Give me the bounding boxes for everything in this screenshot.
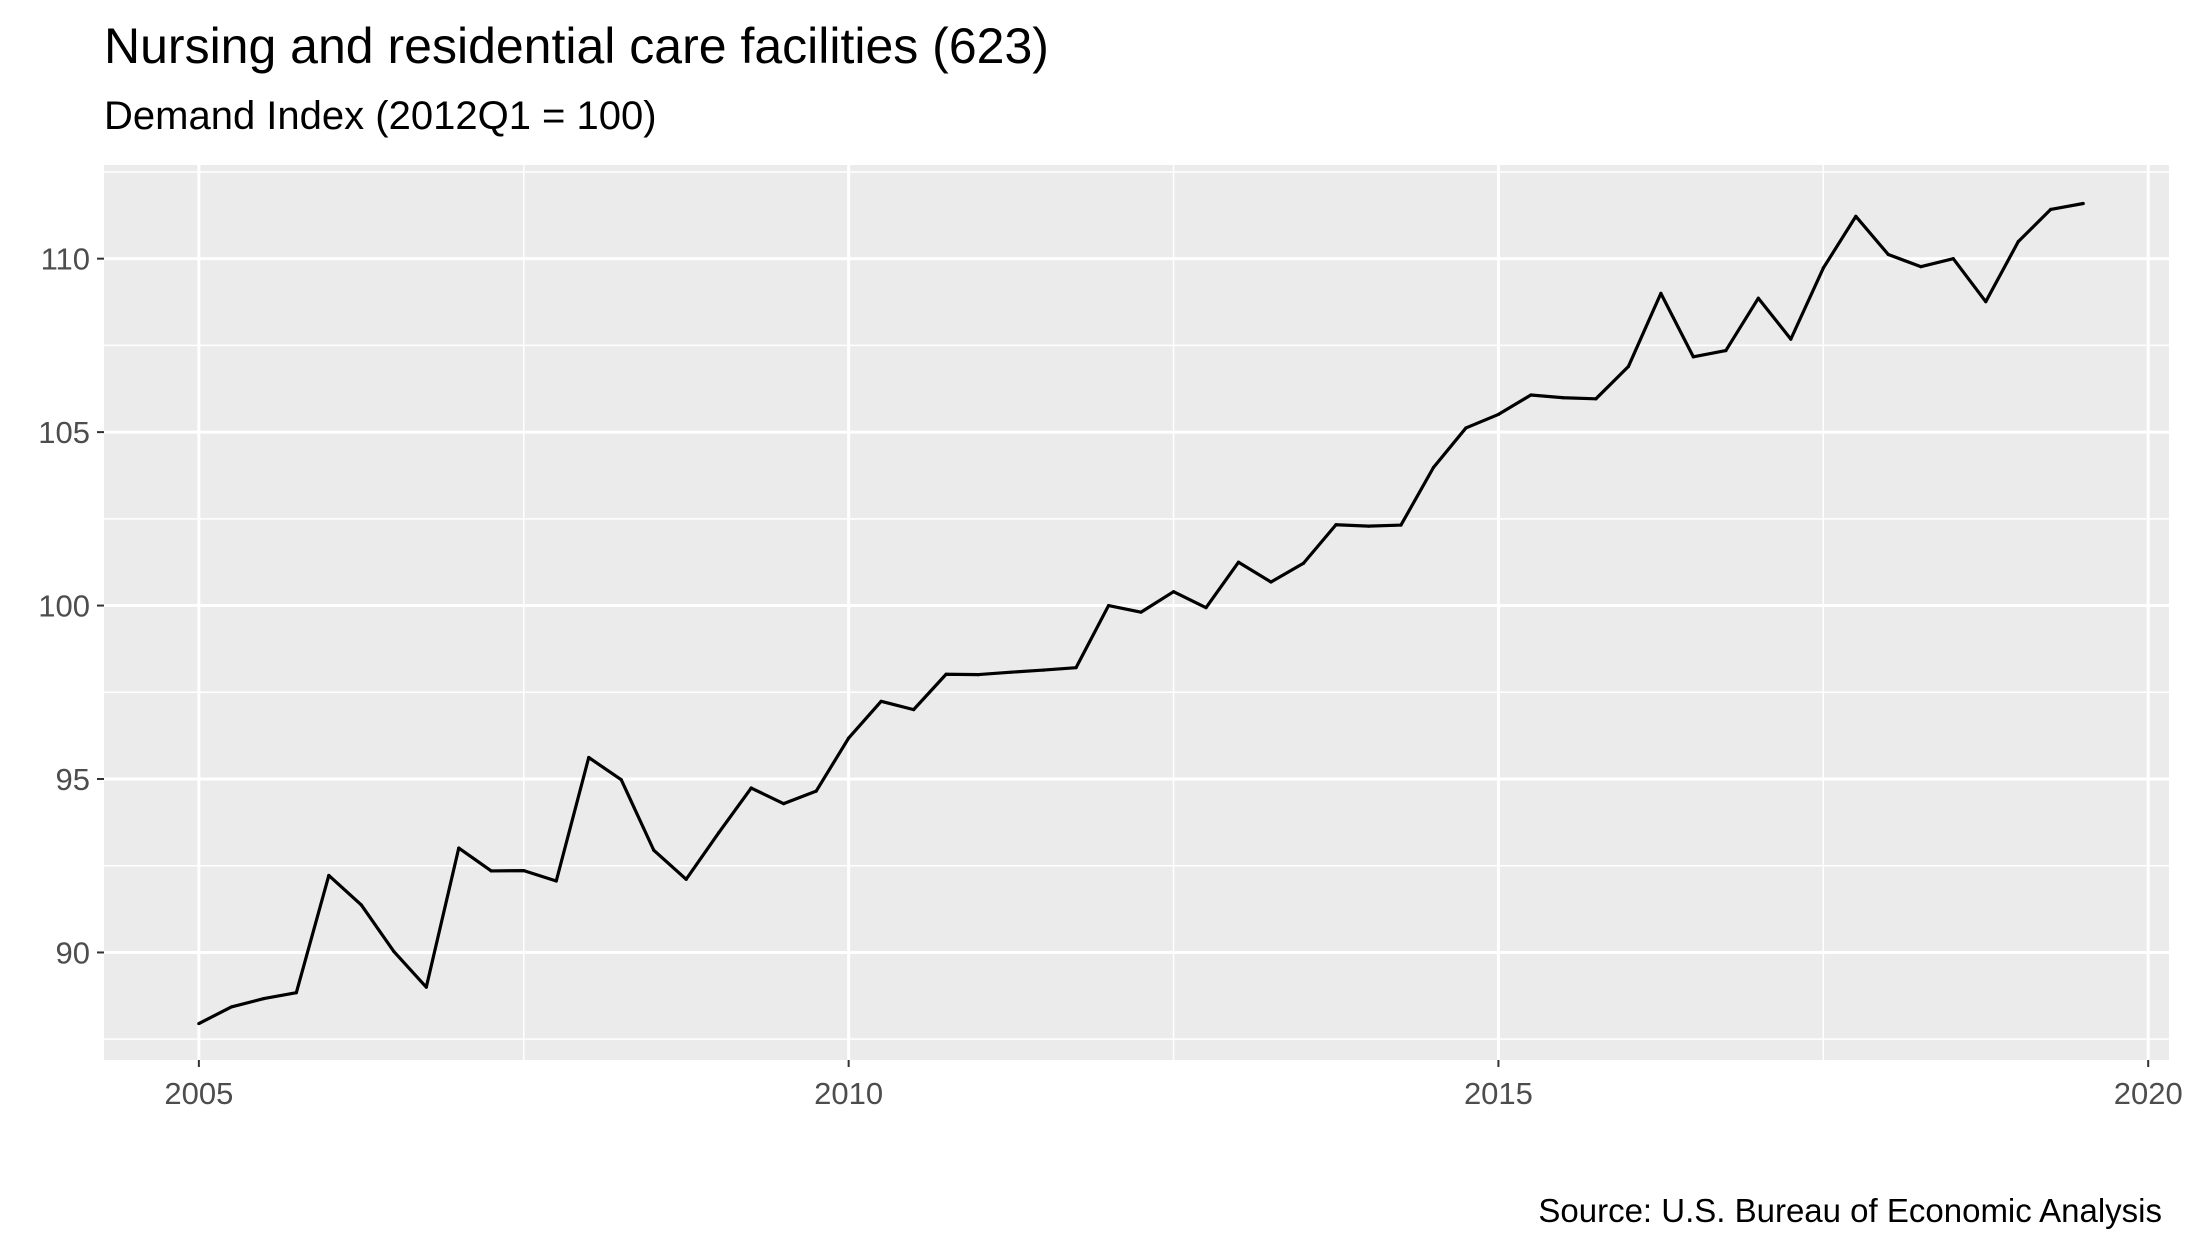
data-point [1431, 465, 1436, 470]
data-point [1399, 523, 1403, 527]
data-point [717, 831, 721, 835]
data-point [1854, 214, 1858, 218]
data-point [944, 672, 948, 676]
data-point [1626, 364, 1630, 369]
data-point [1464, 426, 1468, 430]
data-point [1659, 291, 1663, 295]
chart-caption: Source: U.S. Bureau of Economic Analysis [1538, 1192, 2162, 1229]
data-point [1204, 606, 1208, 610]
data-point [262, 997, 266, 1001]
x-tick-label: 2010 [814, 1076, 883, 1111]
data-point [1984, 300, 1988, 304]
data-point [2016, 240, 2020, 244]
data-point [1886, 252, 1890, 257]
x-tick-label: 2020 [2114, 1076, 2183, 1111]
data-point [1041, 668, 1046, 672]
data-point [1334, 523, 1338, 527]
data-point [489, 869, 493, 873]
data-point [684, 877, 688, 881]
data-point [2049, 207, 2053, 211]
y-tick-label: 105 [38, 415, 90, 450]
data-point [1951, 257, 1955, 261]
data-point [749, 786, 753, 790]
chart-title: Nursing and residential care facilities … [104, 18, 1049, 74]
data-point [327, 873, 331, 878]
data-point [1529, 393, 1533, 397]
data-point [1496, 412, 1501, 417]
data-point [587, 755, 591, 760]
data-point [457, 846, 461, 850]
data-point [1139, 610, 1143, 614]
data-point [1009, 670, 1013, 674]
y-tick-label: 95 [56, 762, 90, 797]
data-point [912, 708, 916, 712]
data-point [1236, 560, 1241, 564]
x-tick-label: 2015 [1464, 1076, 1533, 1111]
data-point [1594, 397, 1598, 401]
data-point [782, 802, 786, 806]
data-point [229, 1005, 233, 1009]
data-point [619, 778, 623, 782]
data-point [1821, 266, 1825, 270]
x-tick-label: 2005 [164, 1076, 233, 1111]
data-point [1561, 396, 1566, 400]
data-point [359, 903, 363, 907]
y-axis: 90 95 100 105 110 [38, 242, 104, 970]
data-point [652, 848, 656, 852]
data-point [1724, 348, 1728, 353]
data-point [879, 699, 883, 703]
chart-subtitle: Demand Index (2012Q1 = 100) [104, 94, 657, 138]
y-tick-label: 110 [41, 242, 90, 277]
data-point [847, 736, 851, 740]
data-point [424, 985, 428, 989]
grid-lines [104, 165, 2169, 1060]
data-points [197, 201, 2085, 1026]
data-point [1074, 666, 1078, 670]
data-point [814, 789, 818, 793]
data-point [1171, 590, 1176, 594]
data-point [294, 991, 298, 995]
x-axis: 2005 2010 2015 2020 [164, 1060, 2183, 1111]
data-point [1301, 561, 1306, 565]
data-point [522, 868, 526, 873]
data-point [1269, 580, 1273, 584]
data-point [1106, 603, 1111, 608]
y-tick-label: 100 [38, 589, 90, 624]
data-point [392, 949, 396, 954]
data-point [977, 672, 981, 677]
data-point [1756, 296, 1760, 300]
data-point [554, 879, 558, 883]
y-tick-label: 90 [56, 935, 90, 970]
data-point [1366, 524, 1371, 528]
data-point [1789, 337, 1793, 341]
data-point [1919, 265, 1923, 269]
data-point [2081, 201, 2085, 206]
data-point [1691, 355, 1695, 359]
data-point [197, 1021, 201, 1026]
